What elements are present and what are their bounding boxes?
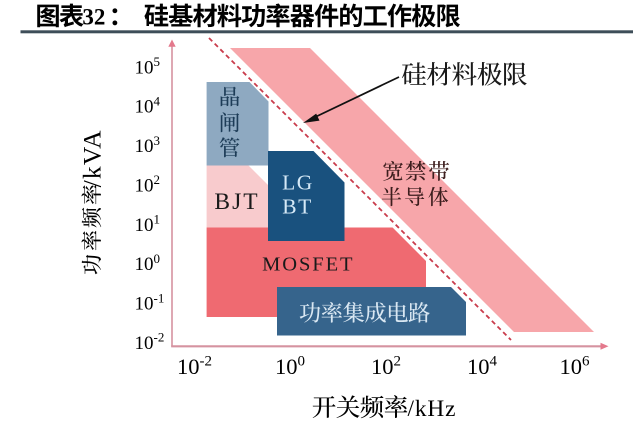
- svg-text:32: 32: [82, 5, 105, 30]
- svg-text:MOSFET: MOSFET: [262, 254, 354, 276]
- svg-text:/kVA: /kVA: [78, 129, 107, 187]
- svg-text:BT: BT: [282, 195, 312, 219]
- svg-text:/kHz: /kHz: [408, 396, 457, 422]
- svg-text:BJT: BJT: [214, 189, 259, 215]
- svg-text:LG: LG: [282, 171, 314, 195]
